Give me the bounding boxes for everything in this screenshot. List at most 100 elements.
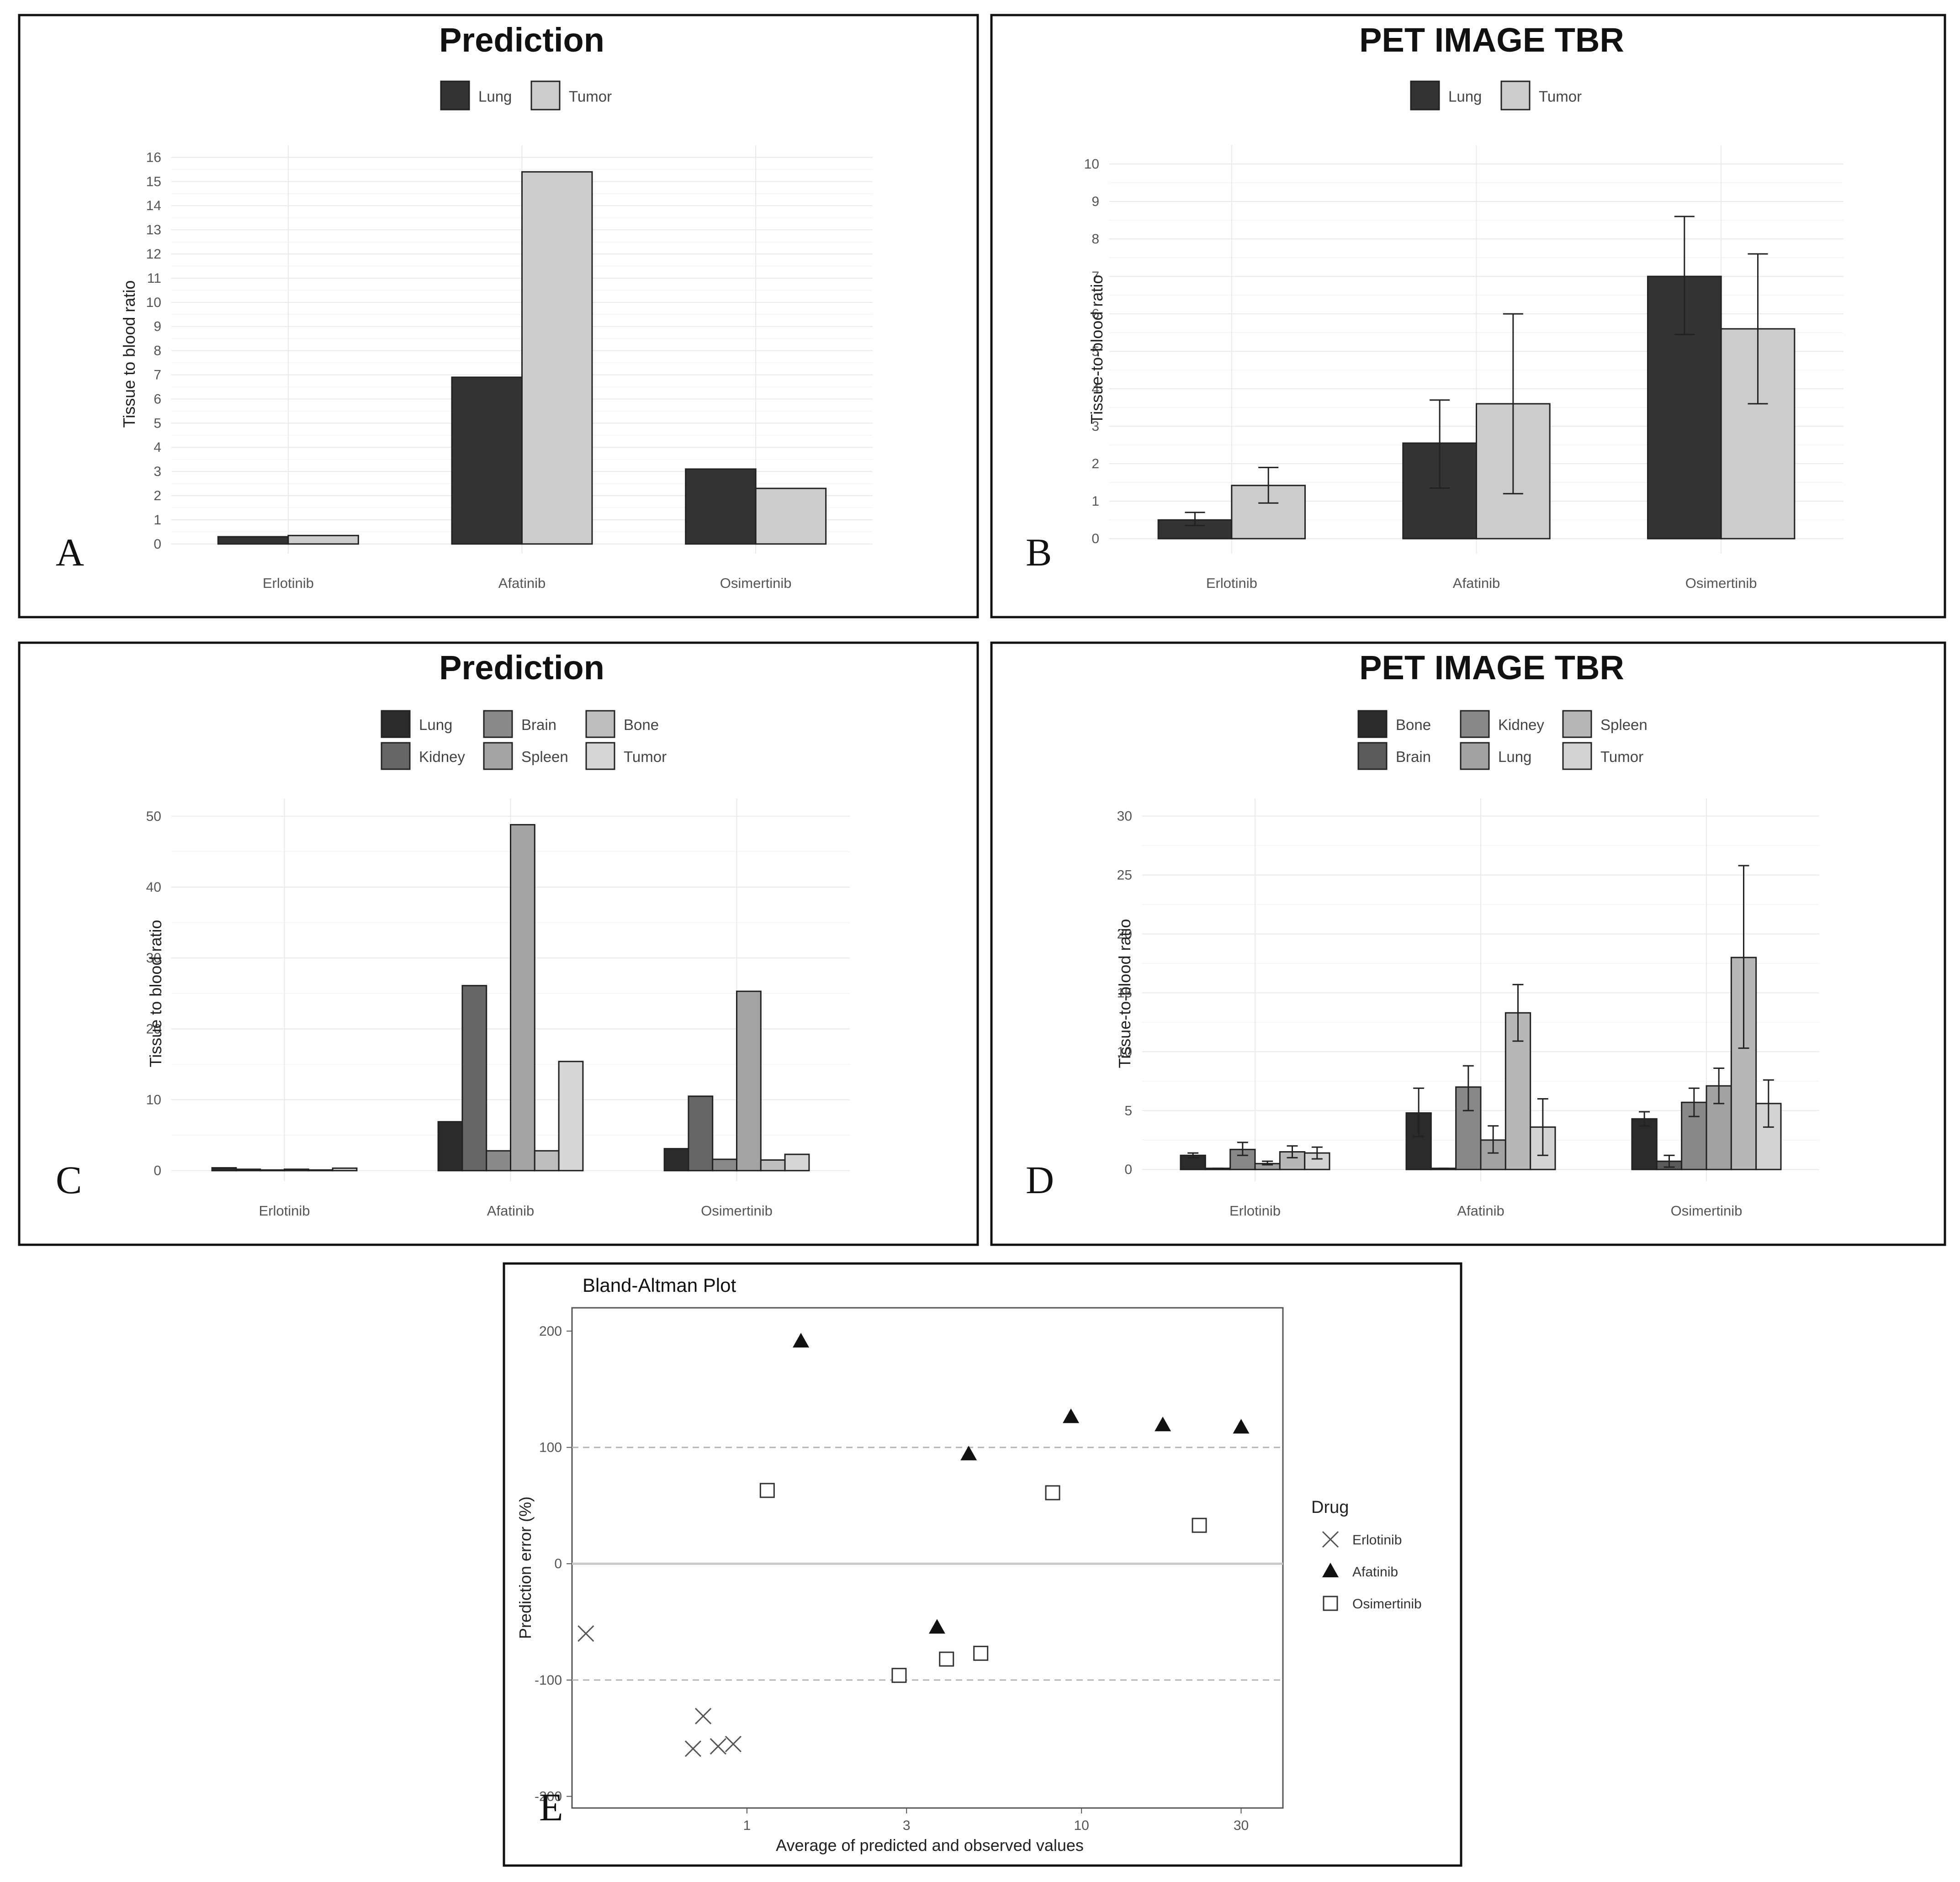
panel-c-legend-item-bone: Bone	[585, 710, 659, 738]
panel-c-bar-bone-erlotinib	[307, 1169, 334, 1172]
panel-a-legend-label-tumor: Tumor	[569, 88, 612, 105]
panel-c-legend-item-kidney: Kidney	[381, 742, 465, 770]
panel-c-title: Prediction	[439, 649, 604, 687]
panel-a-xtick-label: Erlotinib	[263, 575, 314, 591]
panel-a-ytick-label: 10	[146, 295, 161, 310]
panel-e-point-erlotinib	[725, 1735, 742, 1753]
panel-b-ytick-label: 8	[1091, 232, 1099, 247]
panel-letter-a: A	[56, 530, 84, 574]
panel-e-legend-item-osimertinib: Osimertinib	[1323, 1596, 1422, 1612]
panel-c-ytick-label: 20	[146, 1021, 161, 1036]
panel-e-legend-title: Drug	[1311, 1498, 1349, 1517]
panel-e-point-osimertinib	[1045, 1485, 1060, 1501]
panel-a-ytick-label: 1	[154, 513, 161, 528]
panel-d-ytick-label: 30	[1117, 809, 1132, 824]
panel-c-bar-tumor-erlotinib	[332, 1167, 358, 1172]
panel-c-legend-item-tumor: Tumor	[585, 742, 667, 770]
panel-b-legend-label-lung: Lung	[1448, 88, 1482, 105]
panel-c-ytick-label: 50	[146, 809, 161, 824]
panel-c-legend-swatch-brain	[483, 710, 513, 738]
panel-b-ylabel: Tissue-to-blood ratio	[1087, 275, 1106, 424]
panel-e-point-erlotinib	[577, 1625, 594, 1642]
panel-d-errorbar-spleen-osimertinib	[1738, 865, 1749, 1049]
panel-b-ytick-label: 7	[1091, 269, 1099, 284]
panel-c-ytick-label: 10	[146, 1093, 161, 1108]
panel-a-ytick-label: 11	[147, 271, 161, 286]
panel-d-ytick-label: 10	[1117, 1044, 1132, 1059]
panel-e-xlabel: Average of predicted and observed values	[776, 1836, 1084, 1855]
panel-d-ytick-label: 20	[1117, 927, 1132, 942]
panel-d-errorbar-spleen-afatinib	[1512, 983, 1524, 1042]
panel-b: PET IMAGE TBR Lung Tumor 0 1 2 3 4 5 6 7 8 9 10 Erlo…	[1026, 21, 1843, 591]
panel-c-legend-item-spleen: Spleen	[483, 742, 568, 770]
panel-e-legend: Erlotinib Afatinib Osimertinib	[1322, 1531, 1422, 1612]
panel-b-legend-item-lung: Lung	[1410, 80, 1482, 111]
panel-c-legend: Lung Brain Bone Kidney Spleen Tumor	[381, 710, 667, 770]
panel-c: Prediction Lung Brain Bone Kidney Spleen Tumo…	[56, 649, 850, 1219]
panel-e-xtick-label: 10	[1074, 1818, 1089, 1833]
panel-c-ytick-label: 0	[154, 1163, 161, 1179]
panel-a-xtick-label: Osimertinib	[720, 575, 792, 591]
panel-a-legend-item-lung: Lung	[440, 80, 512, 111]
panel-c-bar-kidney-afatinib	[461, 985, 487, 1172]
panel-d-errorbar-tumor-erlotinib	[1311, 1146, 1323, 1160]
panel-c-plot: 0 10 20 30 40 50 Erlotinib Afatinib Osimertinib	[146, 798, 850, 1219]
panel-a-bar-tumor-osimertinib	[755, 487, 827, 545]
panel-b-errorbar-tumor-erlotinib	[1258, 466, 1279, 504]
panel-c-legend-label-brain: Brain	[521, 716, 556, 733]
panel-e-ytick-label: -100	[535, 1673, 562, 1688]
panel-a-legend-swatch-lung	[440, 80, 470, 111]
panel-e-point-osimertinib	[891, 1668, 907, 1683]
panel-c-legend-swatch-kidney	[381, 742, 411, 770]
panel-d-ytick-label: 5	[1124, 1103, 1132, 1118]
panel-d-legend-swatch-kidney	[1460, 710, 1490, 738]
panel-a-ytick-label: 4	[154, 440, 161, 455]
panel-d-errorbar-bone-osimertinib	[1639, 1111, 1650, 1127]
panel-c-bar-spleen-osimertinib	[736, 990, 762, 1172]
panel-a-bar-tumor-afatinib	[521, 171, 593, 545]
panel-letter-b: B	[1026, 530, 1052, 574]
panel-d-plot: 0 5 10 15 20 25 30 Erlotinib Afatinib Osimertinib	[1117, 798, 1819, 1219]
panel-b-xtick-label: Osimertinib	[1685, 575, 1757, 591]
panel-e-point-osimertinib	[1192, 1517, 1207, 1533]
panel-a-ytick-label: 0	[154, 537, 161, 552]
panel-a-bar-tumor-erlotinib	[287, 534, 359, 545]
panel-e-legend-marker-afatinib	[1322, 1563, 1339, 1577]
panel-c-legend-label-bone: Bone	[624, 716, 659, 733]
panel-d-legend-item-tumor: Tumor	[1562, 742, 1643, 770]
panel-b-ytick-label: 0	[1091, 531, 1099, 546]
panel-b-ytick-label: 5	[1091, 344, 1099, 359]
panel-d-xtick-label: Osimertinib	[1671, 1203, 1743, 1219]
panel-e-point-afatinib	[793, 1332, 810, 1348]
panel-d-errorbar-kidney-afatinib	[1462, 1065, 1474, 1111]
panel-d-legend-label-tumor: Tumor	[1600, 748, 1643, 765]
panel-c-legend-label-spleen: Spleen	[521, 748, 568, 765]
panel-c-xtick-label: Osimertinib	[701, 1203, 773, 1219]
panel-e-point-osimertinib	[973, 1645, 989, 1661]
panel-a-legend-item-tumor: Tumor	[530, 80, 612, 111]
panel-b-bar-lung-erlotinib	[1157, 519, 1233, 539]
panel-e-point-osimertinib	[939, 1651, 954, 1667]
panel-a-bar-lung-osimertinib	[685, 468, 757, 545]
panel-e-ytick-label: 0	[554, 1556, 562, 1571]
panel-c-bar-tumor-afatinib	[558, 1061, 584, 1172]
panel-d-ytick-label: 15	[1117, 985, 1132, 1000]
panel-b-errorbar-lung-erlotinib	[1185, 512, 1205, 526]
panel-e-point-erlotinib	[710, 1738, 726, 1755]
panel-b-ytick-label: 9	[1091, 194, 1099, 209]
panel-d-legend-label-lung: Lung	[1498, 748, 1531, 765]
panel-d-legend-item-bone: Bone	[1357, 710, 1431, 738]
panel-a-ytick-label: 7	[154, 368, 161, 383]
panel-a-title: Prediction	[439, 21, 604, 59]
panel-a-ytick-label: 2	[154, 488, 161, 503]
panel-d-errorbar-tumor-osimertinib	[1763, 1079, 1774, 1128]
panel-e-point-afatinib	[960, 1445, 977, 1460]
panel-b-errorbar-lung-afatinib	[1430, 399, 1450, 489]
panel-c-legend-label-lung: Lung	[419, 716, 452, 733]
panel-a-ytick-label: 3	[154, 464, 161, 479]
panel-d-legend-label-kidney: Kidney	[1498, 716, 1544, 733]
panel-d-errorbar-brain-osimertinib	[1663, 1154, 1675, 1168]
